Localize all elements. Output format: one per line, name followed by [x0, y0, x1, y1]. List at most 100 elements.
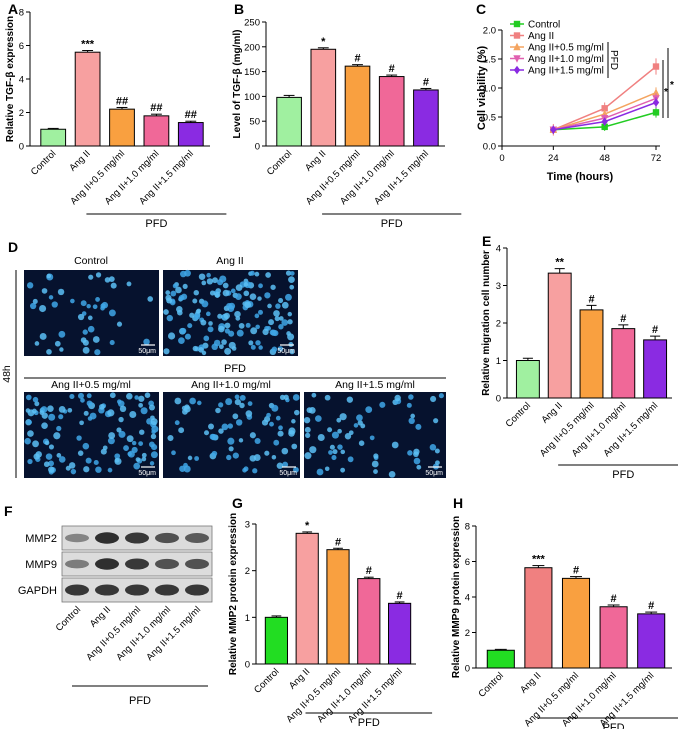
y-tick-label: 0 — [255, 142, 260, 153]
cell-nucleus — [24, 437, 31, 445]
category-label: Ang II+0.5 mg/ml — [538, 400, 597, 459]
cell-nucleus — [86, 303, 91, 309]
bar-3 — [611, 328, 636, 399]
y-tick-label: 2 — [465, 628, 470, 639]
cell-nucleus — [46, 273, 52, 279]
significance-label: * — [664, 87, 668, 98]
group-label: PFD — [358, 717, 380, 729]
cell-nucleus — [267, 303, 272, 309]
cell-nucleus — [347, 456, 354, 463]
micrograph-title: Control — [74, 255, 108, 267]
micrograph-title: Ang II — [216, 255, 243, 267]
cell-nucleus — [415, 423, 422, 430]
cell-nucleus — [92, 336, 100, 343]
cell-nucleus — [134, 395, 139, 400]
bar-3 — [599, 606, 628, 669]
cell-nucleus — [148, 404, 155, 411]
cell-nucleus — [82, 339, 89, 346]
cell-nucleus — [208, 423, 215, 430]
cell-nucleus — [80, 300, 87, 307]
cell-nucleus — [255, 340, 261, 346]
cell-nucleus — [166, 297, 173, 304]
cell-nucleus — [59, 347, 64, 352]
bar-1 — [547, 272, 572, 399]
y-tick-label: 150 — [244, 67, 260, 78]
cell-nucleus — [70, 298, 75, 304]
cell-nucleus — [225, 398, 233, 406]
cell-nucleus — [268, 319, 275, 326]
blot-row-label: MMP2 — [25, 533, 57, 545]
cell-nucleus — [86, 400, 93, 407]
cell-nucleus — [309, 446, 317, 454]
cell-nucleus — [275, 303, 281, 309]
bar-4 — [388, 602, 412, 665]
cell-nucleus — [48, 460, 55, 467]
bar-0 — [515, 360, 540, 399]
cell-nucleus — [174, 397, 182, 405]
cell-nucleus — [344, 433, 352, 440]
series-point-0 — [652, 109, 660, 116]
cell-nucleus — [257, 296, 262, 301]
blot-band — [185, 533, 209, 543]
cell-nucleus — [203, 335, 210, 342]
bar-3 — [378, 76, 405, 147]
y-tick-label: 100 — [244, 92, 260, 103]
cell-nucleus — [238, 322, 245, 329]
cell-nucleus — [138, 395, 145, 402]
blot-band — [155, 532, 179, 544]
cell-nucleus — [304, 426, 311, 433]
cell-nucleus — [126, 435, 134, 443]
significance-label: * — [670, 80, 674, 91]
blot-band — [95, 558, 119, 570]
y-tick-label: 4 — [465, 593, 470, 604]
cell-nucleus — [183, 405, 191, 413]
y-tick-label: 4 — [496, 244, 501, 255]
series-point-4 — [652, 98, 660, 107]
cell-nucleus — [224, 347, 232, 355]
cell-nucleus — [228, 341, 236, 349]
significance-label: # — [588, 293, 594, 305]
cell-nucleus — [67, 407, 73, 413]
cell-nucleus — [224, 328, 230, 334]
cell-nucleus — [218, 402, 224, 408]
cell-nucleus — [391, 441, 399, 449]
group-label: PFD — [129, 695, 151, 707]
blot-band — [95, 532, 119, 544]
cell-nucleus — [223, 312, 230, 319]
bar-1 — [74, 51, 101, 147]
cell-nucleus — [214, 291, 221, 298]
blot-band — [185, 584, 209, 596]
cell-nucleus — [346, 396, 354, 403]
cell-nucleus — [254, 437, 261, 445]
cell-nucleus — [65, 465, 71, 471]
cell-nucleus — [183, 465, 191, 473]
cell-nucleus — [264, 450, 270, 456]
cell-nucleus — [143, 338, 150, 346]
cell-nucleus — [331, 455, 337, 461]
micrograph-0: Control 50μm — [24, 255, 159, 356]
cell-nucleus — [41, 288, 48, 294]
cell-nucleus — [39, 305, 47, 313]
legend-marker — [513, 65, 521, 75]
cell-nucleus — [315, 415, 322, 422]
cell-nucleus — [340, 449, 346, 455]
blot-lane-label: Control — [54, 604, 83, 633]
cell-nucleus — [215, 407, 221, 414]
cell-nucleus — [213, 339, 221, 347]
cell-nucleus — [276, 462, 284, 469]
cell-nucleus — [79, 420, 84, 426]
cell-nucleus — [193, 313, 201, 320]
cell-nucleus — [138, 402, 143, 408]
cell-nucleus — [93, 459, 99, 466]
cell-nucleus — [172, 283, 178, 289]
cell-nucleus — [39, 333, 47, 340]
cell-nucleus — [288, 276, 295, 283]
cell-nucleus — [109, 392, 116, 399]
cell-nucleus — [277, 346, 284, 352]
cell-nucleus — [94, 349, 101, 356]
cell-nucleus — [48, 466, 55, 473]
cell-nucleus — [32, 440, 39, 448]
cell-nucleus — [429, 444, 437, 451]
cell-nucleus — [234, 399, 241, 406]
